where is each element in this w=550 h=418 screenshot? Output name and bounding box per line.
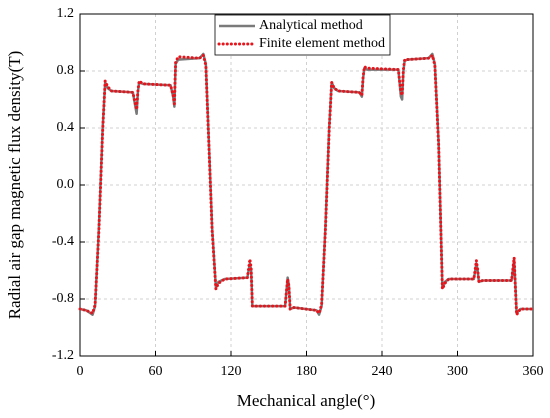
y-tick-label: -1.2 [52, 348, 74, 363]
legend-label: Finite element method [259, 36, 385, 51]
plot-frame [79, 13, 534, 357]
y-tick-label: 1.2 [57, 6, 75, 21]
x-tick-label: 120 [221, 364, 242, 379]
y-tick-label: -0.4 [52, 234, 74, 249]
legend-box [214, 14, 391, 56]
x-tick-label: 240 [372, 364, 393, 379]
y-axis-label: Radial air gap magnetic flux density(T) [5, 51, 24, 320]
y-tick-label: -0.8 [52, 291, 74, 306]
x-tick-label: 300 [447, 364, 468, 379]
y-tick-label: 0.8 [57, 63, 75, 78]
x-tick-label: 360 [523, 364, 544, 379]
y-tick-label: 0.4 [57, 120, 75, 135]
x-tick-label: 0 [77, 364, 84, 379]
y-tick-label: 0.0 [57, 177, 75, 192]
legend-label: Analytical method [259, 18, 363, 33]
x-tick-label: 60 [149, 364, 163, 379]
x-axis-label: Mechanical angle(°) [237, 391, 375, 410]
series-line [78, 53, 535, 317]
x-tick-label: 180 [296, 364, 317, 379]
